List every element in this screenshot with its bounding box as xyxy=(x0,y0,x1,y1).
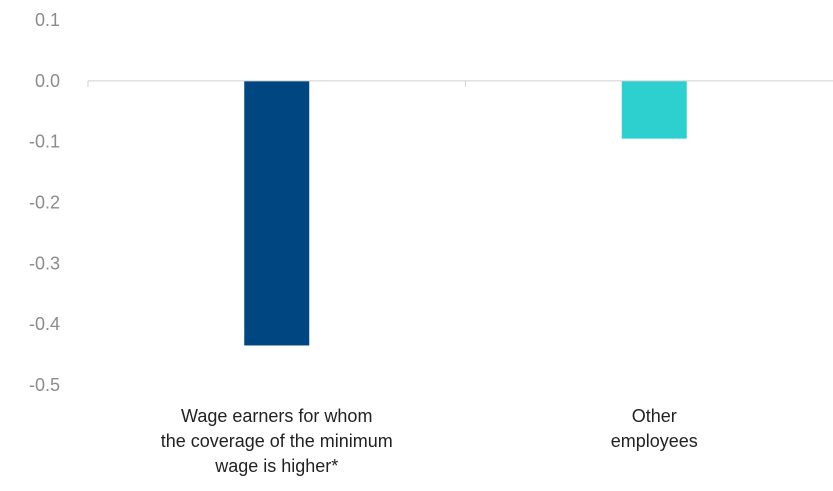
y-tick-label: -0.1 xyxy=(29,132,60,152)
y-tick-label: 0.1 xyxy=(35,10,60,30)
y-tick-label: -0.2 xyxy=(29,193,60,213)
y-tick-label: -0.3 xyxy=(29,253,60,273)
x-category-label: the coverage of the minimum xyxy=(161,431,393,451)
y-axis-tick-labels: 0.1 0.0 -0.1 -0.2 -0.3 -0.4 -0.5 xyxy=(29,10,60,395)
y-tick-label: 0.0 xyxy=(35,71,60,91)
zero-axis xyxy=(87,80,833,87)
x-category-label: employees xyxy=(611,431,698,451)
y-tick-label: -0.5 xyxy=(29,375,60,395)
bars xyxy=(244,80,687,346)
bar xyxy=(621,80,687,139)
x-category-label: Wage earners for whom xyxy=(181,406,372,426)
bar xyxy=(244,80,310,346)
x-category-label: Other xyxy=(632,406,677,426)
category-labels: Wage earners for whom the coverage of the… xyxy=(161,406,698,476)
y-tick-label: -0.4 xyxy=(29,314,60,334)
x-category-label: wage is higher* xyxy=(214,456,338,476)
